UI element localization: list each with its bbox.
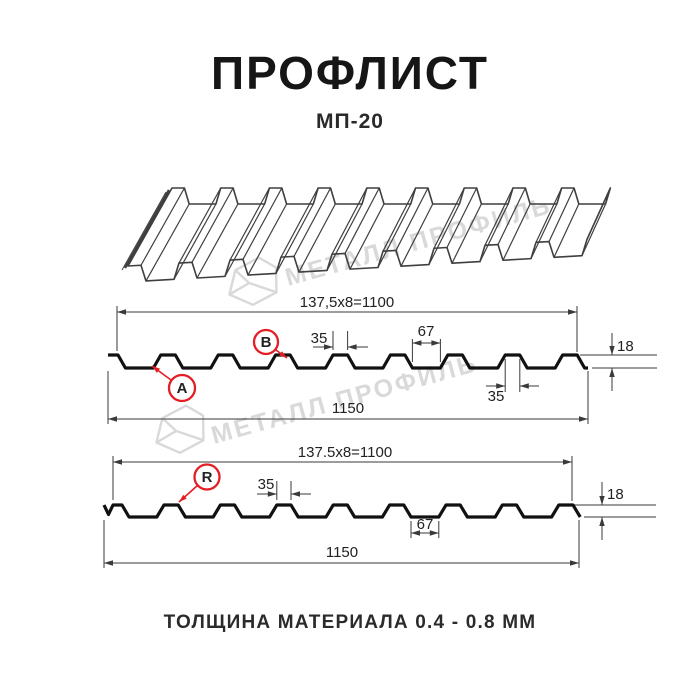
- profile-model-subtitle: МП-20: [316, 110, 384, 133]
- watermark-lower: МЕТАЛЛ ПРОФИЛЬ: [155, 349, 481, 455]
- dim-crest2-label-top: 35: [488, 388, 505, 405]
- corrugated-sheet-3d-view: [121, 187, 612, 282]
- dim-crest-label-top: 35: [311, 330, 328, 347]
- marker-r-letter: R: [202, 469, 213, 486]
- material-thickness-note: ТОЛЩИНА МАТЕРИАЛА 0.4 - 0.8 ММ: [163, 612, 537, 633]
- dim-height-label-bottom: 18: [607, 486, 624, 503]
- marker-b-letter: B: [261, 334, 272, 351]
- dim-modules-label-bottom: 137.5x8=1100: [298, 444, 392, 461]
- dim-height-label-top: 18: [617, 338, 634, 355]
- dim-modules-label-top: 137,5x8=1100: [300, 294, 394, 311]
- corrugated-sheet-3d-fill: [128, 188, 611, 281]
- dim-overall-label-top: 1150: [332, 400, 364, 417]
- marker-a-letter: A: [177, 380, 188, 397]
- dim-overall-label-bottom: 1150: [326, 544, 358, 561]
- page-title: ПРОФЛИСТ: [211, 47, 489, 99]
- dim-crest-label-bottom: 35: [258, 476, 275, 493]
- profile-cross-section-reverse: [102, 456, 656, 568]
- dim-trough-label-bottom: 67: [417, 516, 434, 533]
- profile-cross-section-front: [107, 306, 657, 424]
- dim-trough-label-top: 67: [418, 323, 435, 340]
